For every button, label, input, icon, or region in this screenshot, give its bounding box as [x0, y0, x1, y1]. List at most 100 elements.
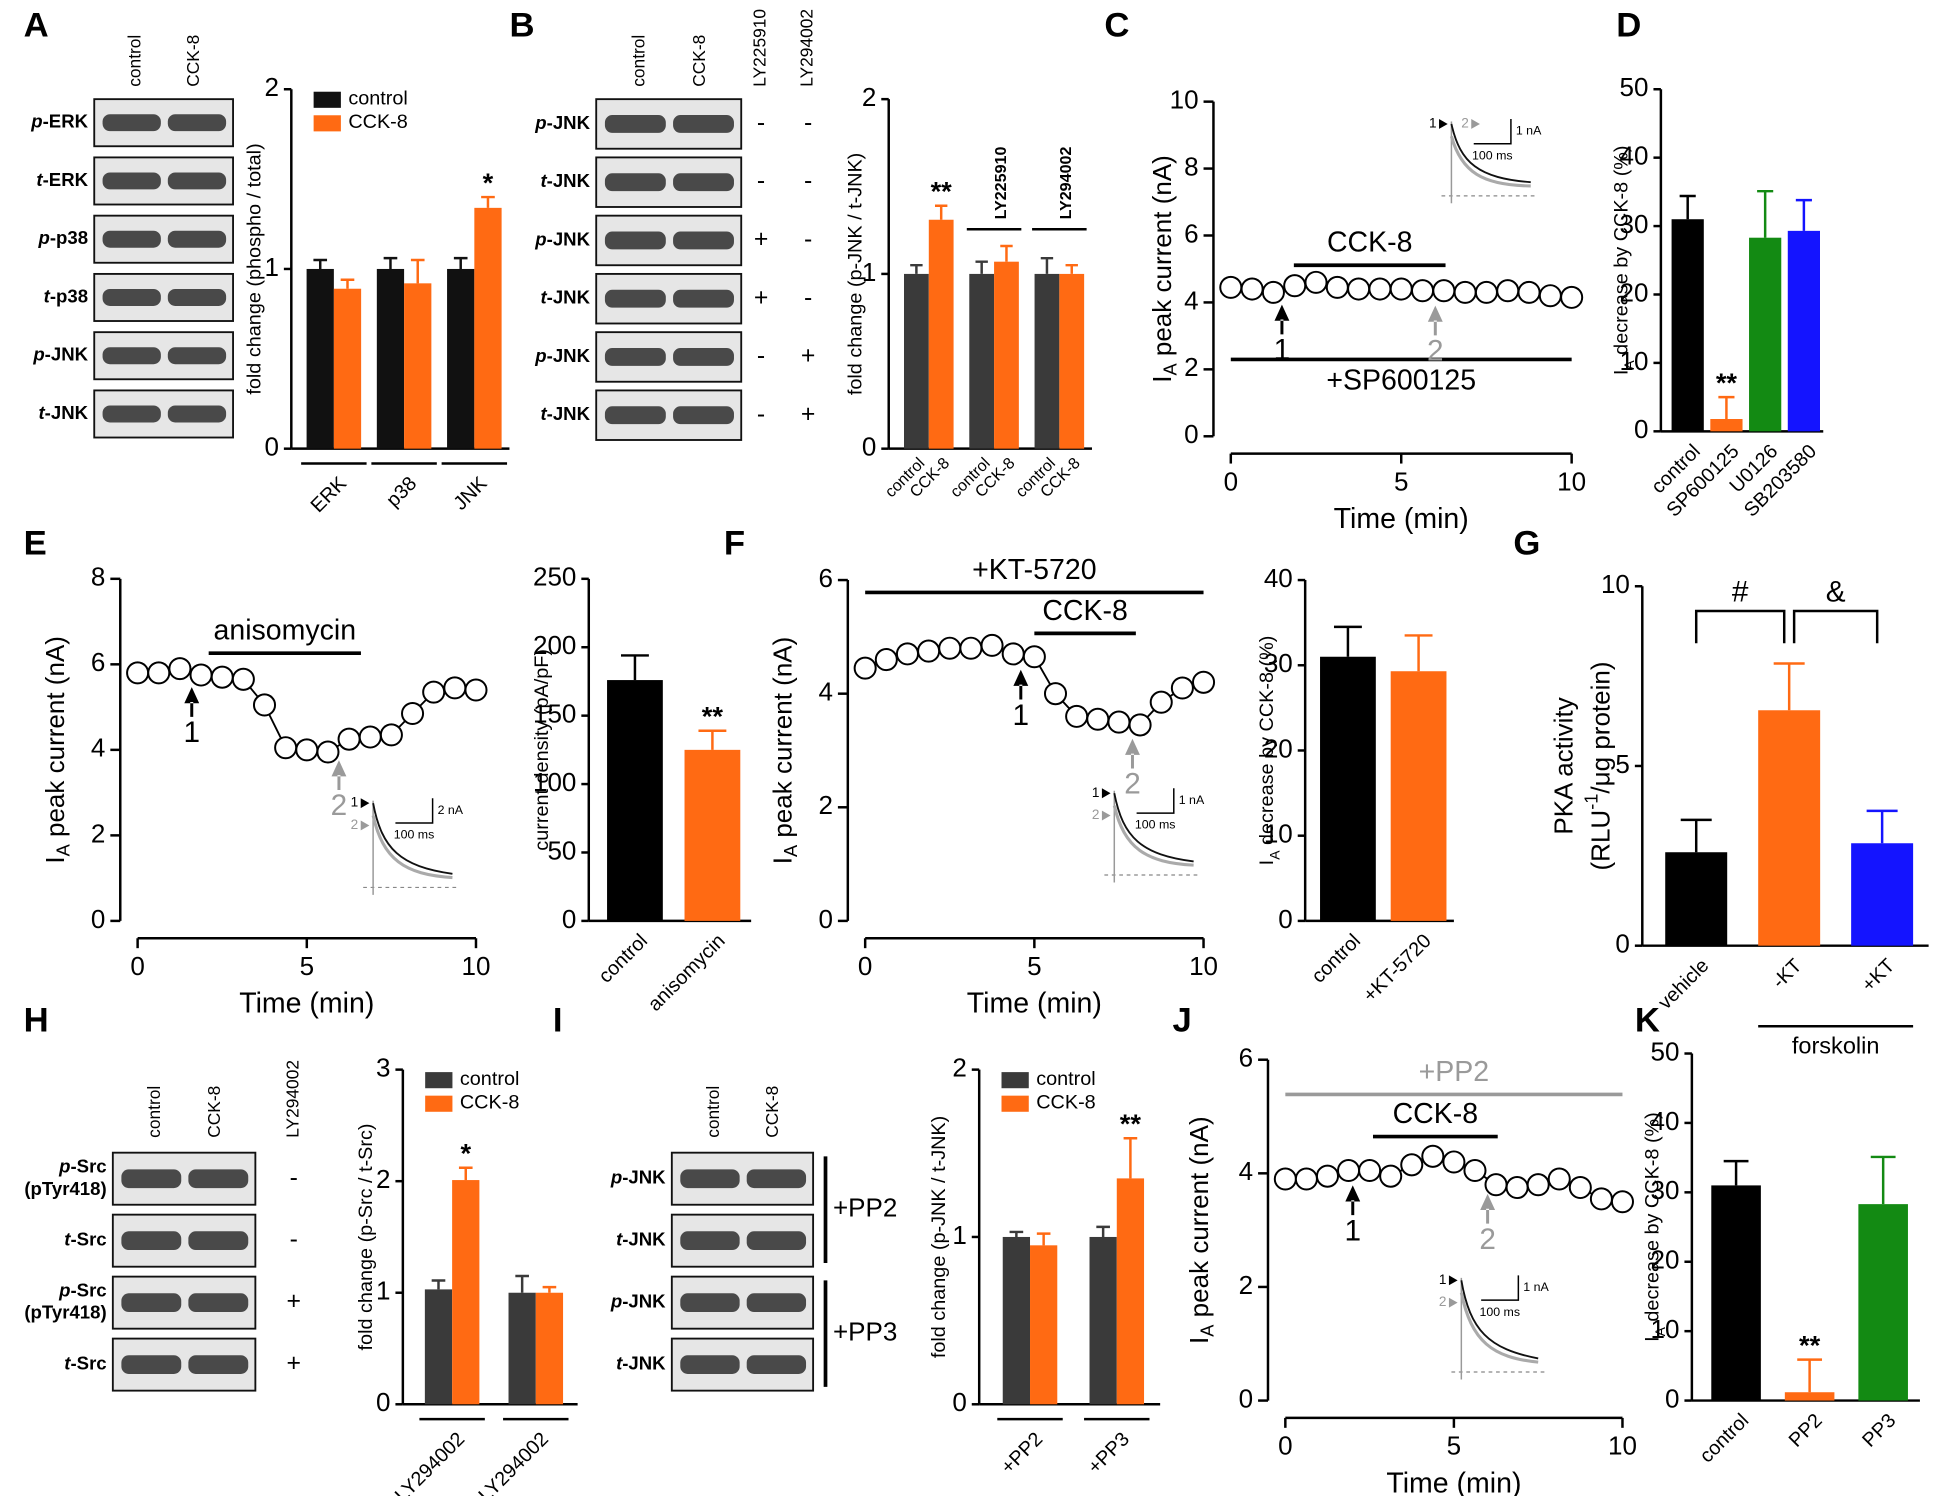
x-tick-label: control	[1696, 1410, 1754, 1468]
condition-sign: -	[290, 1164, 298, 1191]
error-bar	[1333, 625, 1362, 657]
panel-label: F	[724, 525, 745, 563]
scale-label: 2 nA	[438, 803, 464, 817]
blot-band	[102, 288, 161, 306]
error-bar	[1009, 1230, 1024, 1237]
data-point	[1240, 277, 1264, 301]
y-tick-label: 2	[376, 1164, 390, 1194]
row-label: p-p38	[37, 227, 88, 248]
lane-header: CCK-8	[689, 35, 709, 87]
row-label: p-JNK	[610, 1167, 666, 1188]
data-point	[1065, 704, 1089, 728]
data-point	[1368, 277, 1392, 301]
bar	[1116, 1178, 1145, 1405]
inset-pointer	[1448, 1297, 1458, 1308]
blot-band	[121, 1169, 182, 1189]
row-label: p-Src	[58, 1279, 107, 1300]
error-bar	[1065, 263, 1078, 274]
bar	[1710, 419, 1743, 432]
y-tick-label: 0	[1634, 414, 1648, 444]
y-tick-label: 2	[818, 790, 832, 820]
y-tick-label: 2	[862, 82, 876, 112]
legend-label: CCK-8	[1036, 1091, 1096, 1113]
comparison-label: #	[1732, 576, 1749, 609]
y-axis-label: (RLU-1/μg protein)	[1582, 661, 1616, 870]
y-tick-label: 3	[376, 1053, 390, 1083]
inset-label: 2	[1461, 116, 1469, 131]
scale-label: 1 nA	[1523, 1280, 1549, 1294]
data-point	[231, 667, 255, 691]
y-axis-label: IA decrease by CCK-8 (%)	[1642, 1112, 1668, 1342]
row-label: t-Src	[64, 1229, 106, 1250]
panel-label: H	[24, 1002, 49, 1040]
panel-label: E	[24, 525, 47, 563]
data-point	[1294, 1167, 1318, 1191]
blot-band	[188, 1169, 249, 1189]
x-tick-label: 0	[1278, 1431, 1292, 1461]
y-tick-label: 6	[818, 563, 832, 593]
panel-label: K	[1635, 1002, 1660, 1040]
error-bar	[1797, 1358, 1823, 1393]
y-tick-label: 4	[818, 677, 832, 707]
data-point	[874, 648, 898, 672]
x-tick-label: -KT	[1768, 955, 1806, 993]
y-axis-label: IA peak current (nA)	[1184, 1116, 1217, 1344]
inset-trace	[1450, 123, 1531, 184]
lane-header: control	[703, 1086, 723, 1138]
bar	[474, 207, 502, 449]
treatment-label: +KT-5720	[972, 554, 1096, 586]
data-point	[1315, 1164, 1340, 1188]
y-tick-label: 0	[1615, 929, 1629, 959]
bar	[1059, 273, 1085, 449]
y-tick-label: 10	[1264, 819, 1293, 849]
data-point	[1526, 1173, 1550, 1197]
error-bar	[934, 204, 948, 220]
row-label: p-JNK	[610, 1291, 666, 1312]
scale-bar	[1473, 118, 1512, 145]
group-label: LY225910	[992, 146, 1010, 219]
data-point	[1347, 277, 1371, 301]
data-point	[1453, 280, 1477, 304]
x-tick-label: +KT	[1858, 955, 1900, 997]
y-tick-label: 30	[1264, 648, 1293, 678]
y-tick-label: 0	[264, 432, 278, 462]
inset-pointer	[1448, 1275, 1458, 1286]
panel-label: B	[509, 6, 534, 44]
blot-band	[673, 173, 734, 192]
y-axis-label: IA peak current (nA)	[1147, 155, 1180, 383]
y-tick-label: 1	[952, 1220, 966, 1250]
blot-band	[604, 115, 666, 133]
data-point	[1107, 710, 1131, 734]
blot-band	[167, 347, 227, 365]
y-tick-label: 50	[547, 835, 576, 865]
x-tick-label: p38	[382, 473, 421, 512]
blot-band	[680, 1169, 740, 1189]
data-point	[189, 663, 213, 687]
inset-trace	[1112, 805, 1194, 867]
marker-arrow	[1345, 1185, 1361, 1216]
blot-band	[167, 230, 227, 248]
scale-bar	[395, 798, 434, 824]
data-point	[1261, 280, 1285, 304]
error-bar	[458, 1166, 473, 1181]
y-tick-label: 10	[1620, 346, 1649, 376]
y-tick-label: 30	[1651, 1175, 1680, 1205]
error-bar	[620, 654, 649, 681]
inset-pointer	[1471, 118, 1480, 129]
bar	[535, 1292, 564, 1405]
group-label: forskolin	[1792, 1033, 1880, 1059]
data-point	[210, 665, 234, 689]
bar	[928, 219, 954, 449]
y-tick-label: 2	[1184, 352, 1198, 382]
marker-arrow	[1427, 305, 1443, 336]
y-tick-label: 2	[264, 72, 278, 102]
condition-sign: -	[757, 343, 765, 370]
y-tick-label: 50	[1620, 72, 1649, 102]
lane-header: CCK-8	[183, 35, 203, 87]
blot-band	[604, 173, 666, 192]
y-axis-label: fold change (phospho / total)	[244, 143, 266, 394]
data-point	[1589, 1187, 1613, 1211]
comparison-label: &	[1826, 576, 1846, 609]
row-label: t-JNK	[540, 403, 590, 424]
